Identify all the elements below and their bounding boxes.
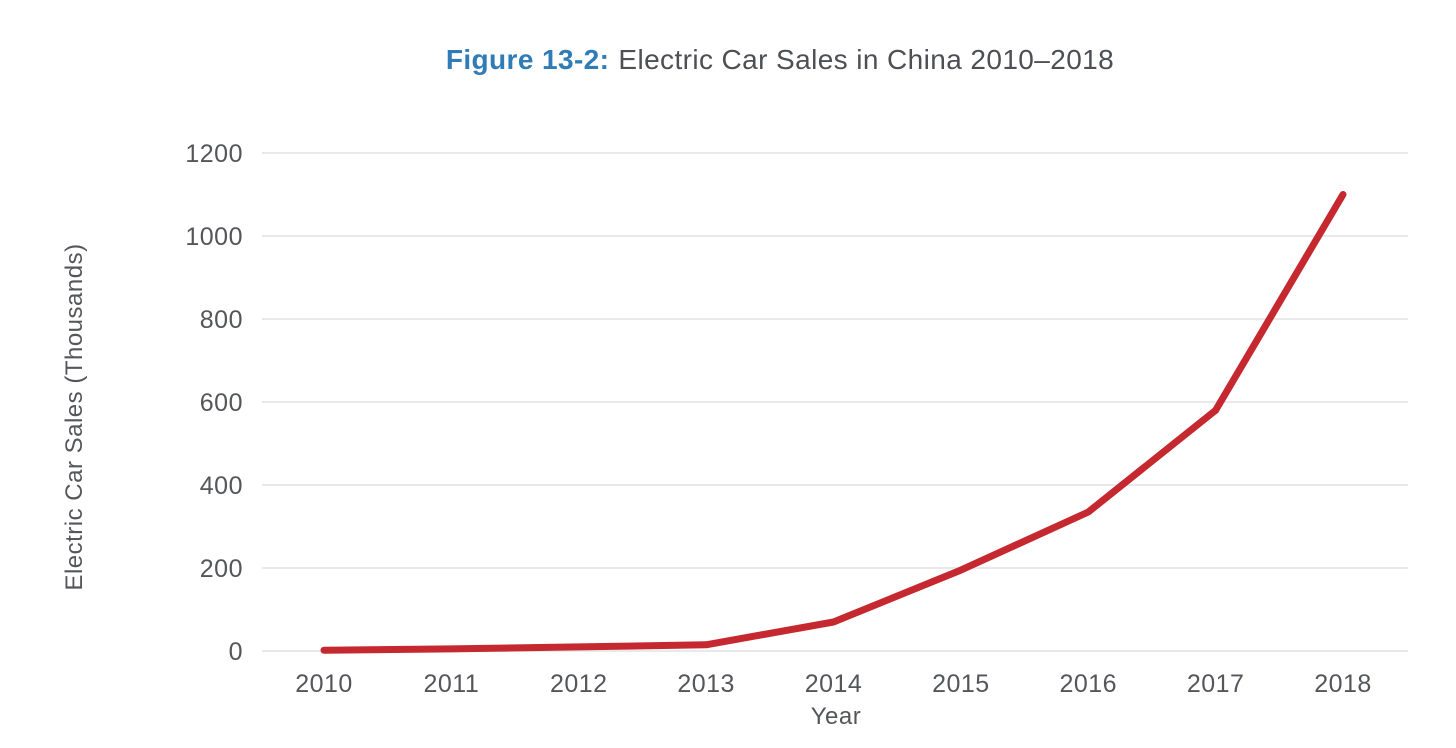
sales-data-line	[320, 191, 1347, 654]
y-tick-label-1000: 1000	[185, 223, 243, 251]
x-tick-label-2016: 2016	[1059, 670, 1117, 698]
y-tick-label-600: 600	[200, 389, 243, 417]
x-tick-label-2011: 2011	[423, 670, 479, 698]
x-tick-label-2010: 2010	[295, 670, 353, 698]
figure-title: Figure 13-2: Electric Car Sales in China …	[0, 44, 1456, 76]
x-axis-title: Year	[810, 703, 862, 730]
y-tick-label-200: 200	[200, 555, 243, 583]
x-tick-label-2013: 2013	[677, 670, 735, 698]
y-tick-label-0: 0	[229, 638, 243, 666]
x-tick-label-2014: 2014	[805, 670, 863, 698]
y-tick-label-800: 800	[200, 306, 243, 334]
x-tick-label-2015: 2015	[932, 670, 990, 698]
figure-number-label: Figure 13-2:	[445, 44, 610, 75]
y-tick-label-400: 400	[200, 472, 243, 500]
x-tick-label-2018: 2018	[1314, 670, 1372, 698]
y-tick-label-1200: 1200	[185, 140, 243, 168]
figure-title-text: Electric Car Sales in China 2010–2018	[618, 44, 1115, 75]
x-tick-label-2012: 2012	[550, 670, 608, 698]
x-tick-label-2017: 2017	[1187, 670, 1245, 698]
